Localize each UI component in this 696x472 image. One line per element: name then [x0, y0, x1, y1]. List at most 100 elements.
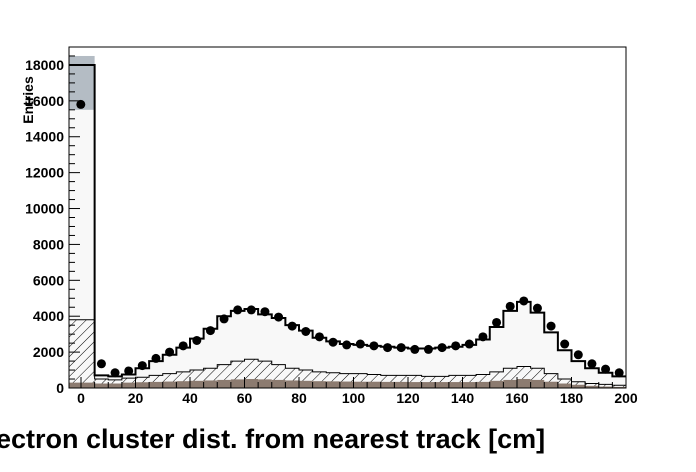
y-tick-label: 0 — [56, 380, 64, 396]
brown-bar — [312, 381, 327, 388]
data-point — [532, 303, 542, 313]
y-tick-label: 10000 — [25, 201, 64, 217]
brown-bar — [394, 381, 408, 388]
y-tick-label: 8000 — [33, 236, 64, 252]
data-point — [246, 305, 256, 315]
x-tick-label: 0 — [77, 390, 85, 406]
brown-bar — [544, 381, 558, 388]
brown-bar — [285, 380, 299, 388]
axes: 0200040006000800010000120001400016000180… — [25, 55, 638, 406]
brown-bar — [530, 379, 545, 388]
data-point — [301, 326, 311, 336]
brown-bar — [149, 381, 163, 388]
data-point — [396, 343, 406, 353]
brown-bar — [489, 380, 504, 388]
data-point — [314, 332, 324, 342]
brown-bar — [353, 381, 368, 388]
data-point — [151, 353, 161, 363]
data-point — [423, 344, 433, 354]
brown-bar — [585, 385, 599, 388]
data-point — [137, 361, 147, 371]
data-point — [355, 339, 365, 349]
data-point — [165, 347, 175, 357]
brown-bar — [326, 381, 340, 388]
brown-bar — [230, 379, 245, 388]
brown-bar — [598, 386, 613, 388]
y-tick-label: 12000 — [25, 165, 64, 181]
brown-bar — [190, 380, 204, 388]
brown-bar — [244, 379, 259, 388]
brown-bar — [135, 382, 150, 388]
brown-bar — [517, 379, 531, 388]
data-point — [573, 350, 583, 360]
hatched-bar — [598, 384, 613, 388]
brown-bar — [94, 383, 109, 388]
brown-bar — [448, 382, 463, 388]
x-tick-label: 200 — [614, 390, 638, 406]
brown-bar — [476, 381, 490, 388]
data-point — [219, 314, 229, 324]
brown-bar — [421, 382, 436, 388]
data-point — [178, 341, 188, 351]
y-tick-label: 16000 — [25, 93, 64, 109]
brown-bar — [176, 381, 190, 388]
brown-bar — [121, 382, 136, 388]
hatched-bar — [585, 383, 599, 388]
brown-bar — [462, 382, 477, 388]
data-point — [451, 341, 461, 351]
brown-bar — [571, 384, 586, 388]
data-point — [560, 339, 570, 349]
data-point — [260, 307, 270, 317]
brown-bar — [299, 380, 313, 388]
brown-bar — [108, 383, 122, 388]
x-tick-label: 80 — [291, 390, 307, 406]
y-tick-label: 6000 — [33, 272, 64, 288]
brown-bar — [435, 382, 449, 388]
y-tick-label: 4000 — [33, 308, 64, 324]
hatched-bar — [612, 385, 626, 388]
data-point — [205, 326, 215, 336]
data-point — [274, 312, 284, 322]
x-tick-label: 140 — [451, 390, 475, 406]
x-tick-label: 180 — [560, 390, 584, 406]
brown-bar — [408, 382, 422, 388]
data-point — [110, 368, 120, 378]
hatched-bar — [69, 319, 95, 388]
data-point — [76, 99, 86, 109]
x-tick-label: 120 — [396, 390, 420, 406]
data-point — [124, 366, 134, 376]
brown-bar — [367, 381, 381, 388]
brown-bar — [503, 379, 517, 388]
x-tick-label: 60 — [237, 390, 253, 406]
y-tick-label: 18000 — [25, 57, 64, 73]
data-point — [546, 321, 556, 331]
x-tick-label: 160 — [505, 390, 529, 406]
brown-bar — [162, 381, 177, 388]
y-tick-label: 14000 — [25, 129, 64, 145]
brown-bar — [203, 380, 218, 388]
data-point — [342, 340, 352, 350]
data-point — [492, 317, 502, 327]
plot-area — [69, 55, 626, 388]
hatched-outline — [69, 319, 626, 386]
data-point — [505, 301, 515, 311]
y-axis-label: Entries — [20, 76, 36, 124]
data-point — [437, 343, 447, 353]
brown-bar — [271, 379, 286, 388]
total-bar — [612, 376, 626, 388]
data-point — [233, 305, 243, 315]
brown-bar — [612, 386, 626, 388]
data-point — [614, 368, 624, 378]
data-point — [464, 339, 474, 349]
x-tick-label: 100 — [342, 390, 366, 406]
data-point — [587, 359, 597, 369]
brown-bar — [557, 383, 572, 388]
brown-bar — [217, 379, 231, 388]
data-point — [383, 343, 393, 353]
data-point — [96, 359, 106, 369]
x-tick-label: 20 — [128, 390, 144, 406]
data-point — [478, 332, 488, 342]
data-point — [410, 344, 420, 354]
data-point — [287, 321, 297, 331]
